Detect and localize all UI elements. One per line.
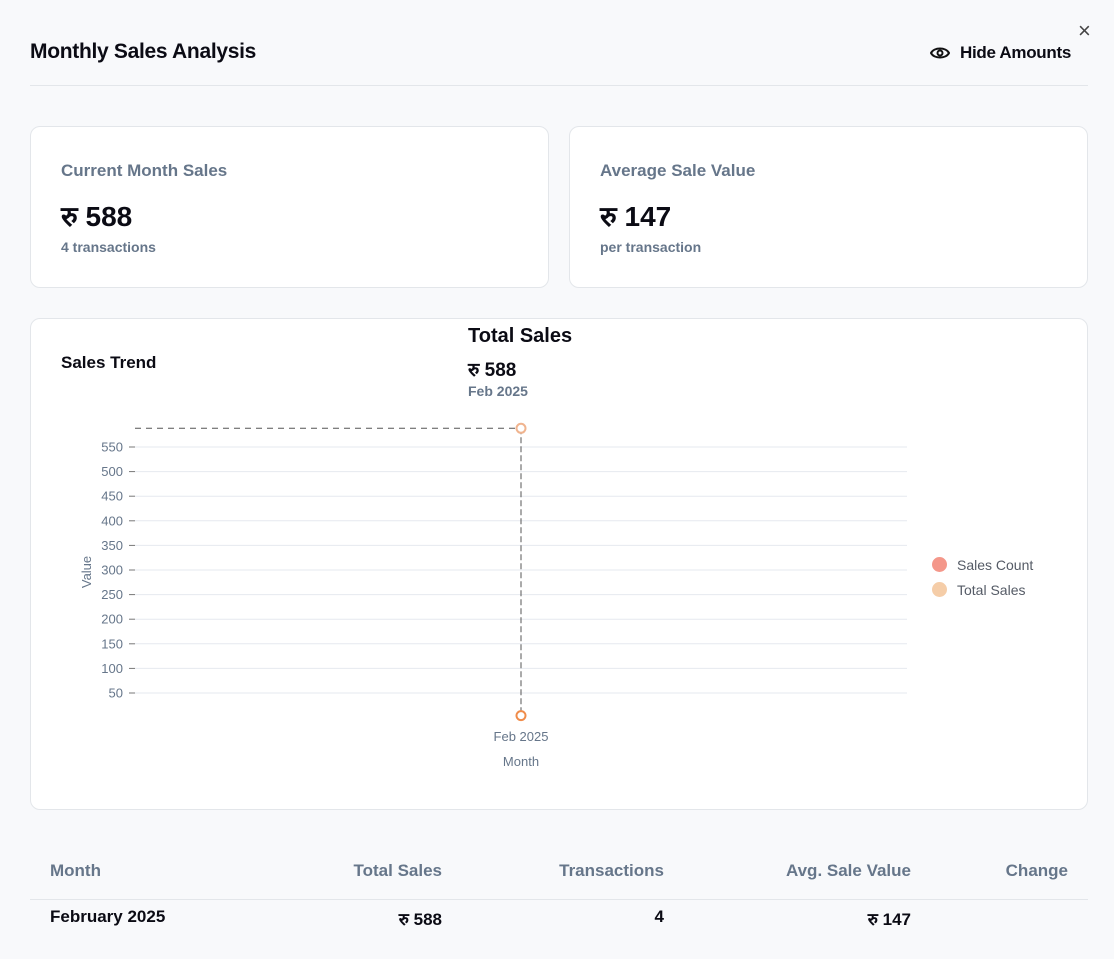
tooltip-value: रु 588 bbox=[468, 360, 517, 381]
close-button[interactable]: × bbox=[1078, 18, 1091, 43]
cell-avg-sale: रु 147 bbox=[867, 910, 911, 929]
legend-label: Sales Count bbox=[957, 556, 1034, 573]
card-label: Average Sale Value bbox=[600, 161, 756, 180]
y-tick-label: 150 bbox=[101, 636, 123, 651]
legend-swatch-icon bbox=[932, 557, 947, 572]
y-tick-label: 100 bbox=[101, 661, 123, 676]
y-tick-label: 400 bbox=[101, 513, 123, 528]
hide-amounts-label: Hide Amounts bbox=[960, 43, 1071, 62]
table-divider bbox=[30, 899, 1088, 900]
average-sale-value-card: Average Sale Value रु 147 per transactio… bbox=[569, 126, 1088, 288]
card-value: रु 588 bbox=[61, 201, 133, 232]
y-tick-label: 250 bbox=[101, 587, 123, 602]
card-sub: per transaction bbox=[600, 239, 702, 255]
legend-item[interactable]: Total Sales bbox=[932, 577, 1033, 602]
legend: Sales Count Total Sales bbox=[932, 552, 1033, 602]
cell-transactions: 4 bbox=[654, 907, 664, 926]
header-divider bbox=[30, 85, 1088, 86]
hide-amounts-button[interactable]: Hide Amounts bbox=[930, 43, 1071, 63]
card-sub: 4 transactions bbox=[61, 239, 156, 255]
current-month-sales-card: Current Month Sales रु 588 4 transaction… bbox=[30, 126, 549, 288]
x-tick-label: Feb 2025 bbox=[494, 729, 549, 744]
y-tick-label: 550 bbox=[101, 440, 123, 455]
cell-total-sales: रु 588 bbox=[398, 910, 442, 929]
page-title: Monthly Sales Analysis bbox=[30, 40, 257, 63]
point-total-sales[interactable] bbox=[515, 422, 527, 434]
y-tick-label: 200 bbox=[101, 612, 123, 627]
legend-item[interactable]: Sales Count bbox=[932, 552, 1033, 577]
card-value: रु 147 bbox=[600, 201, 672, 232]
legend-label: Total Sales bbox=[957, 581, 1026, 598]
sales-trend-card bbox=[30, 318, 1088, 810]
legend-swatch-icon bbox=[932, 582, 947, 597]
x-axis-label: Month bbox=[503, 754, 539, 769]
col-header-change: Change bbox=[1005, 861, 1068, 880]
y-tick-label: 350 bbox=[101, 538, 123, 553]
col-header-month: Month bbox=[50, 861, 101, 880]
y-axis-label: Value bbox=[79, 556, 94, 588]
col-header-avg-sale: Avg. Sale Value bbox=[785, 861, 911, 880]
tooltip-date: Feb 2025 bbox=[468, 383, 528, 399]
y-tick-label: 450 bbox=[101, 489, 123, 504]
tooltip-title: Total Sales bbox=[468, 325, 573, 347]
y-tick-label: 300 bbox=[101, 563, 123, 578]
y-tick-label: 500 bbox=[101, 464, 123, 479]
col-header-transactions: Transactions bbox=[559, 861, 664, 880]
chart-title: Sales Trend bbox=[61, 353, 157, 372]
card-label: Current Month Sales bbox=[61, 161, 228, 180]
col-header-total-sales: Total Sales bbox=[353, 861, 443, 880]
cell-month: February 2025 bbox=[50, 907, 166, 926]
point-sales-count[interactable] bbox=[515, 710, 527, 722]
y-tick-label: 50 bbox=[109, 686, 123, 701]
eye-icon bbox=[930, 47, 950, 59]
